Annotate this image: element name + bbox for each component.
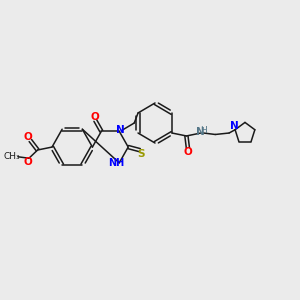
Text: O: O bbox=[24, 132, 32, 142]
Text: S: S bbox=[137, 149, 145, 159]
Text: CH₃: CH₃ bbox=[3, 152, 20, 161]
Text: N: N bbox=[230, 121, 239, 131]
Text: O: O bbox=[184, 147, 192, 157]
Text: N: N bbox=[196, 127, 204, 137]
Text: NH: NH bbox=[108, 158, 124, 168]
Text: N: N bbox=[116, 125, 125, 135]
Text: O: O bbox=[91, 112, 100, 122]
Text: H: H bbox=[200, 126, 207, 135]
Text: O: O bbox=[23, 157, 32, 167]
